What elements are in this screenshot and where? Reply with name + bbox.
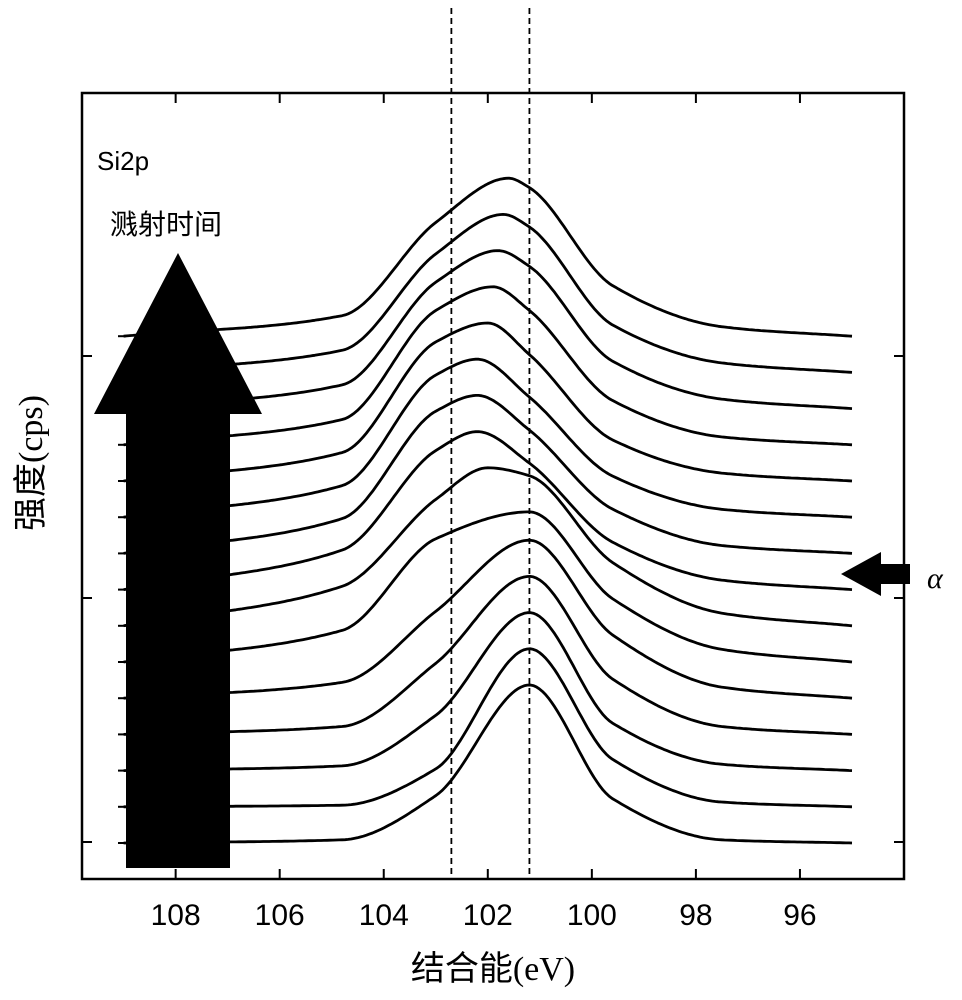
x-tick-label-6: 96 — [783, 899, 816, 932]
x-tick-label-1: 106 — [255, 899, 305, 932]
spectra-series — [124, 178, 852, 843]
x-tick-label-4: 100 — [567, 899, 617, 932]
x-axis-tick-labels: 108 106 104 102 100 98 96 — [151, 899, 817, 932]
alpha-marker-label: α — [927, 562, 944, 595]
series-line-3 — [124, 576, 852, 734]
series-line-13 — [124, 214, 852, 372]
series-line-4 — [124, 540, 852, 698]
x-tick-label-0: 108 — [151, 899, 201, 932]
x-tick-label-2: 104 — [359, 899, 409, 932]
arrow-label: 溅射时间 — [110, 209, 222, 241]
series-line-5 — [124, 512, 852, 662]
y-axis-label: 强度(cps) — [12, 395, 50, 531]
series-line-0 — [124, 685, 852, 843]
sputter-time-arrow-icon — [94, 253, 262, 868]
annotation-si2p: Si2p — [97, 146, 149, 176]
x-tick-label-5: 98 — [679, 899, 712, 932]
reference-lines — [451, 8, 529, 879]
series-line-14 — [124, 178, 852, 336]
x-tick-label-3: 102 — [463, 899, 513, 932]
x-axis-label: 结合能(eV) — [411, 950, 575, 988]
